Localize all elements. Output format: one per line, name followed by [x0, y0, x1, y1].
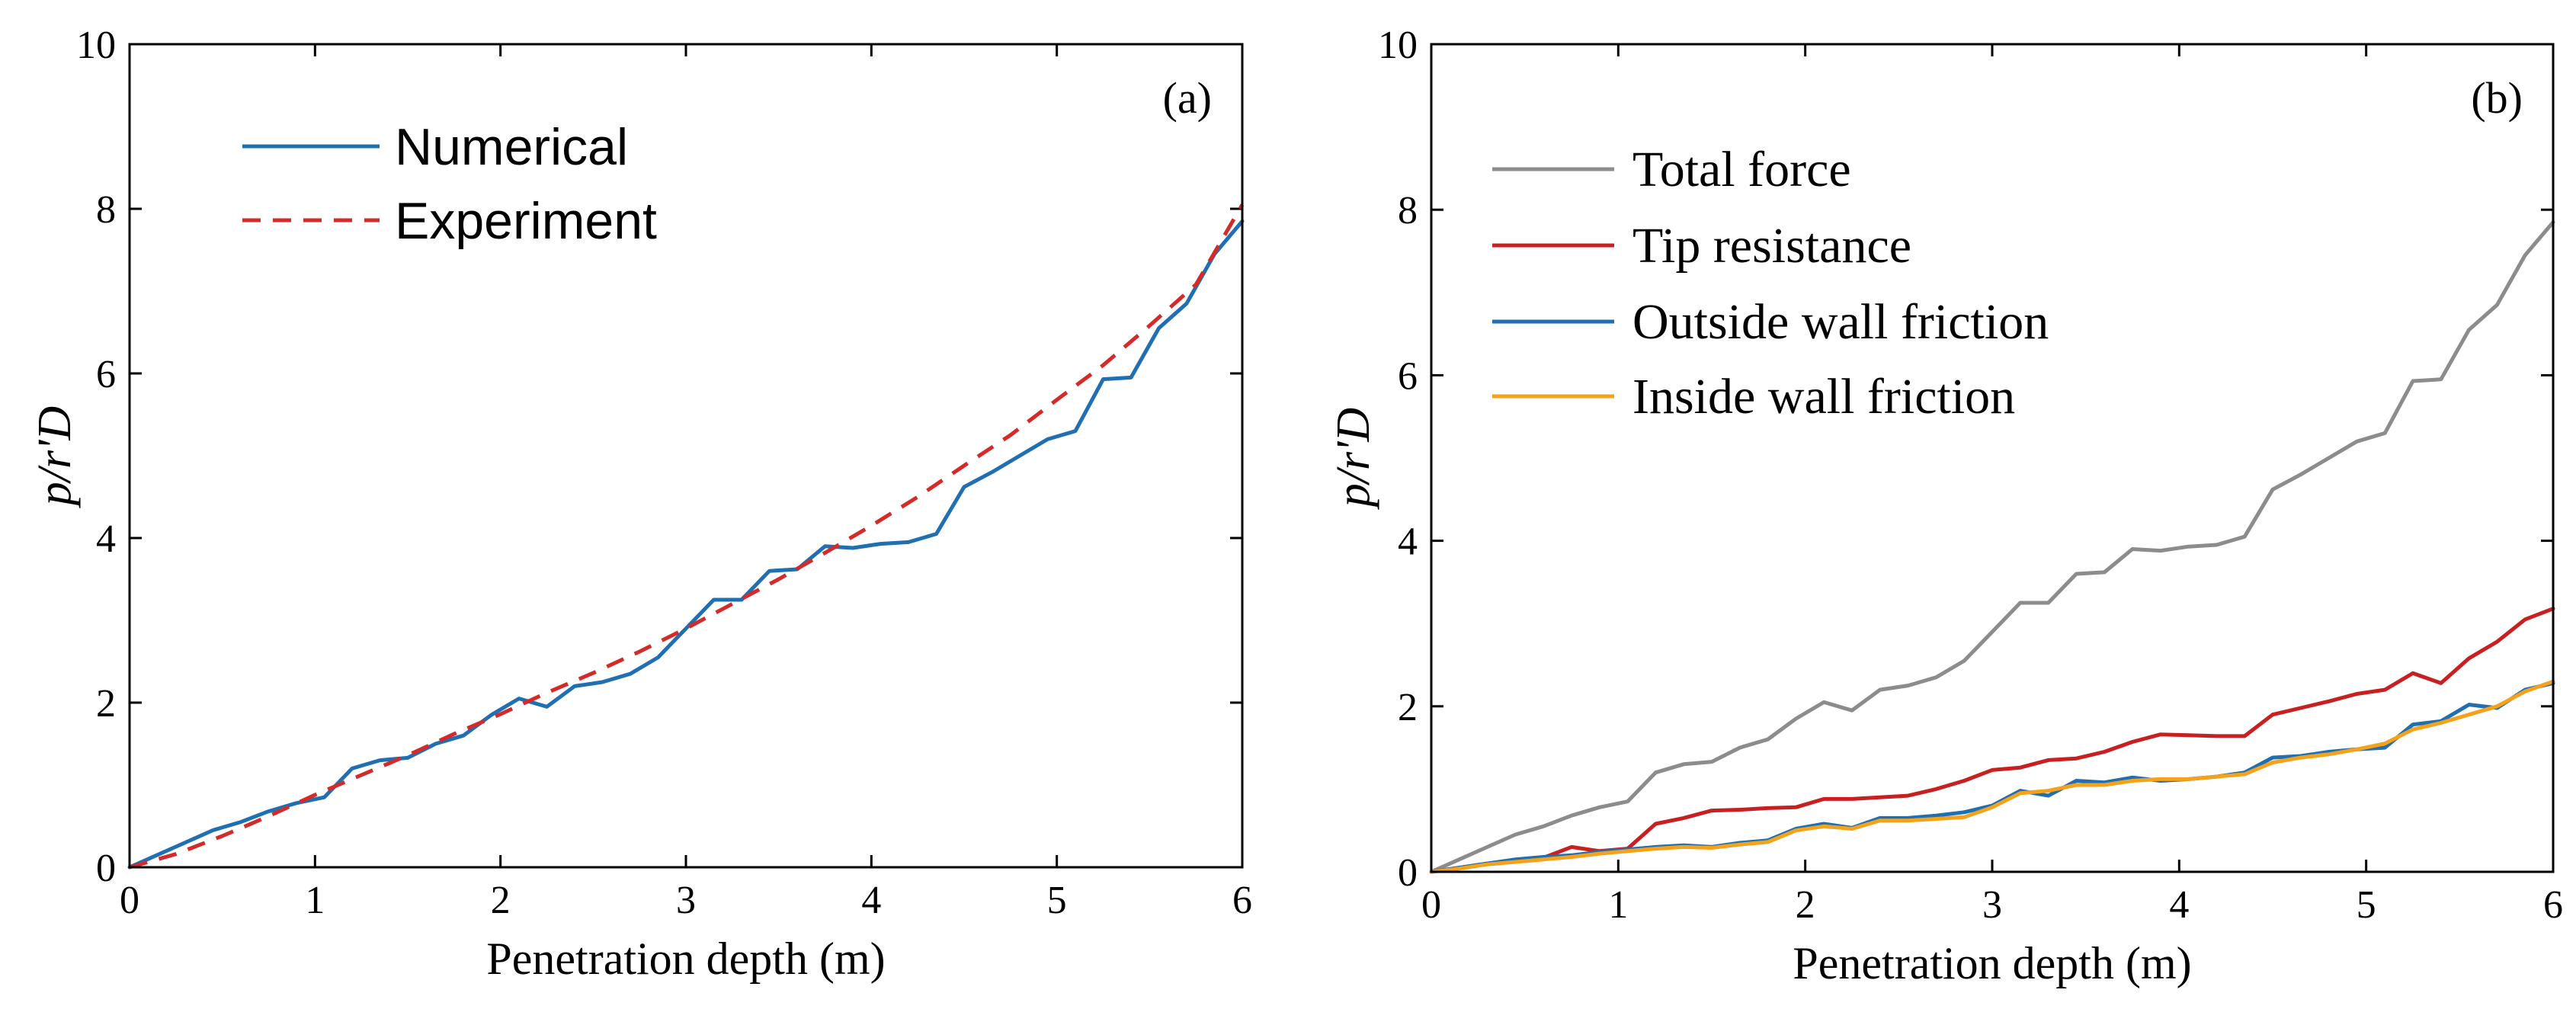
y-tick-labels: 0 2 4 6 8 10	[1378, 24, 1418, 895]
y-tick-label: 0	[1398, 851, 1418, 895]
x-tick-label: 1	[1608, 883, 1628, 927]
x-tick-label: 6	[1232, 879, 1252, 922]
legend: Total force Tip resistance Outside wall …	[1492, 142, 2049, 424]
panel-label: (a)	[1163, 73, 1212, 123]
tick-marks	[128, 43, 1244, 869]
y-tick-label: 10	[76, 24, 116, 67]
plot-frame	[1430, 43, 2555, 873]
series-lines	[127, 203, 1245, 870]
y-tick-label: 0	[96, 847, 116, 890]
legend-label-total-force: Total force	[1632, 142, 1851, 197]
y-tick-label: 6	[96, 353, 116, 396]
series-line-total-force	[1429, 220, 2555, 874]
legend: Numerical Experiment	[242, 118, 657, 250]
series-line-inside-wall-friction	[1429, 679, 2555, 874]
legend-label-experiment: Experiment	[395, 192, 657, 250]
x-tick-label: 2	[491, 879, 511, 922]
series-line-numerical	[127, 219, 1245, 870]
x-tick-labels: 0 1 2 3 4 5 6	[1421, 883, 2563, 927]
y-tick-label: 8	[96, 188, 116, 232]
plot-frame	[128, 43, 1244, 869]
legend-label-numerical: Numerical	[395, 118, 628, 176]
x-tick-label: 4	[2169, 883, 2189, 927]
series-lines	[1429, 220, 2555, 874]
series-line-outside-wall-friction	[1429, 681, 2555, 874]
y-tick-label: 8	[1398, 189, 1418, 232]
x-axis-label: Penetration depth (m)	[486, 934, 885, 984]
x-tick-label: 0	[120, 879, 139, 922]
y-axis-label: p/r'D	[29, 406, 81, 508]
legend-label-outside-wall-friction: Outside wall friction	[1632, 294, 2049, 350]
chart-panel-a: 0 1 2 3 4 5 6 0 2 4 6 8 10 (a) Penetration depth (m…	[29, 24, 1252, 984]
x-tick-label: 0	[1421, 883, 1441, 927]
series-line-tip-resistance	[1429, 607, 2555, 874]
y-tick-labels: 0 2 4 6 8 10	[76, 24, 116, 890]
y-tick-label: 4	[96, 517, 116, 561]
x-tick-label: 6	[2543, 883, 2563, 927]
chart-panel-b: 0 1 2 3 4 5 6 0 2 4 6 8 10 (b) Penetration depth (m…	[1328, 24, 2563, 988]
x-tick-label: 3	[676, 879, 696, 922]
y-tick-label: 6	[1398, 354, 1418, 398]
legend-label-tip-resistance: Tip resistance	[1632, 218, 1911, 274]
x-tick-label: 3	[1982, 883, 2002, 927]
x-tick-label: 5	[1047, 879, 1067, 922]
y-tick-label: 10	[1378, 24, 1418, 67]
x-axis-label: Penetration depth (m)	[1793, 938, 2191, 988]
y-tick-label: 2	[1398, 686, 1418, 729]
x-tick-labels: 0 1 2 3 4 5 6	[120, 879, 1252, 922]
y-axis-label: p/r'D	[1328, 408, 1379, 510]
y-tick-label: 4	[1398, 521, 1418, 564]
panel-label: (b)	[2471, 73, 2523, 123]
series-line-experiment	[129, 203, 1245, 870]
x-tick-label: 5	[2357, 883, 2376, 927]
x-tick-label: 2	[1796, 883, 1815, 927]
legend-label-inside-wall-friction: Inside wall friction	[1632, 369, 2015, 424]
x-tick-label: 1	[305, 879, 325, 922]
x-tick-label: 4	[861, 879, 881, 922]
y-tick-label: 2	[96, 682, 116, 726]
